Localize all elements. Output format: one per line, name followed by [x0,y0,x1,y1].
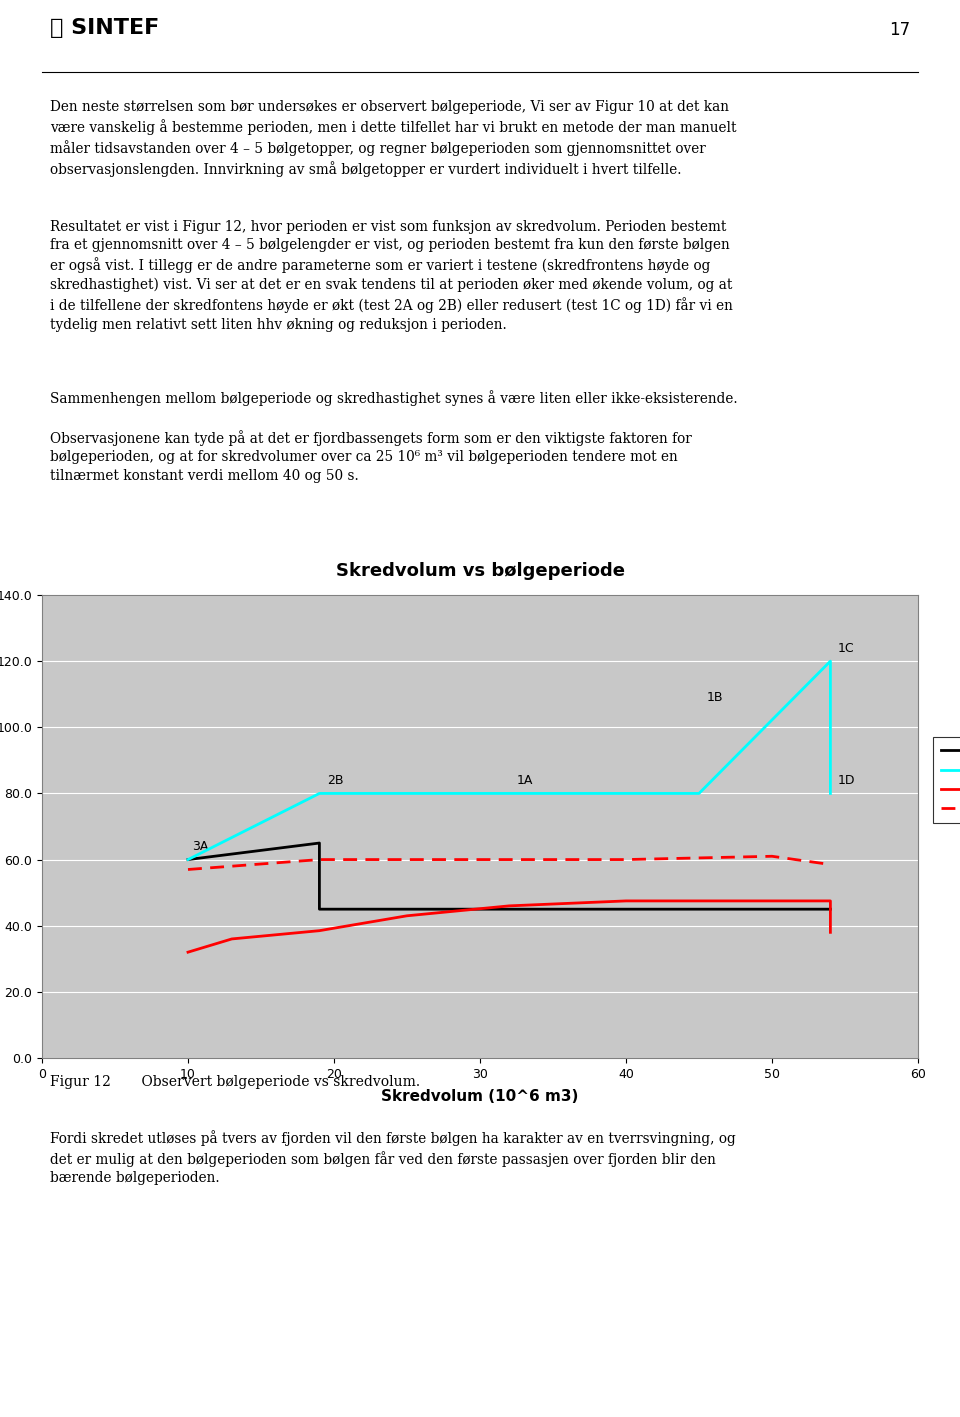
X-axis label: Skredvolum (10^6 m3): Skredvolum (10^6 m3) [381,1090,579,1104]
Text: Sammenhengen mellom bølgeperiode og skredhastighet synes å være liten eller ikke: Sammenhengen mellom bølgeperiode og skre… [50,390,737,405]
Text: 1B: 1B [707,691,723,704]
Text: 1C: 1C [838,642,854,655]
Text: 1A: 1A [516,774,533,786]
Text: 1D: 1D [838,774,855,786]
Text: Den neste størrelsen som bør undersøkes er observert bølgeperiode, Vi ser av Fig: Den neste størrelsen som bør undersøkes … [50,101,736,177]
Text: 3A: 3A [192,840,208,853]
Text: 17: 17 [889,21,910,40]
Text: Ⓢ SINTEF: Ⓢ SINTEF [50,18,159,38]
Legend: hast, høyde, Gj. snitt periode, Første periode: hast, høyde, Gj. snitt periode, Første p… [933,737,960,823]
Text: 2B: 2B [326,774,344,786]
Text: Resultatet er vist i Figur 12, hvor perioden er vist som funksjon av skredvolum.: Resultatet er vist i Figur 12, hvor peri… [50,220,732,332]
Text: Figur 12       Observert bølgeperiode vs skredvolum.: Figur 12 Observert bølgeperiode vs skred… [50,1076,420,1090]
Text: Fordi skredet utløses på tvers av fjorden vil den første bølgen ha karakter av e: Fordi skredet utløses på tvers av fjorde… [50,1129,735,1185]
Text: Observasjonene kan tyde på at det er fjordbassengets form som er den viktigste f: Observasjonene kan tyde på at det er fjo… [50,429,692,483]
Title: Skredvolum vs bølgeperiode: Skredvolum vs bølgeperiode [335,561,625,580]
